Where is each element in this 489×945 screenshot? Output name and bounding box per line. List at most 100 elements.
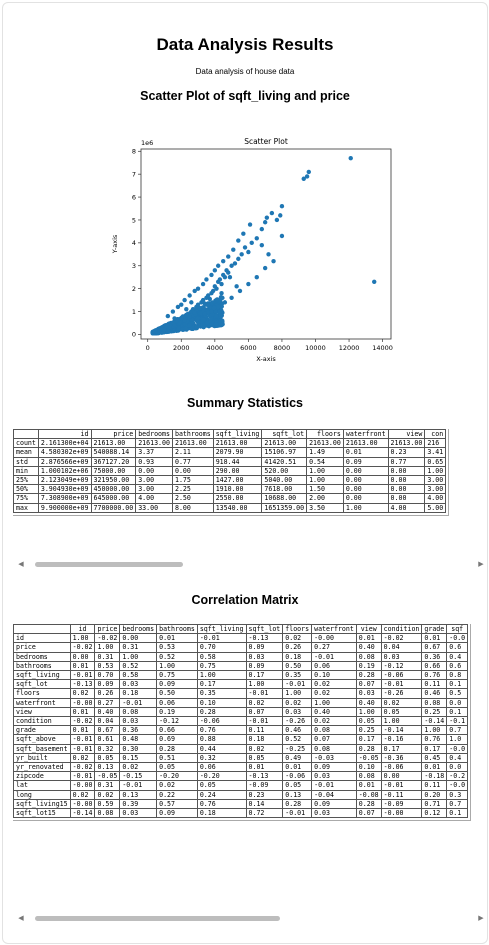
table-row: count 2.161300e+04 21613.00 21613.00 21613.0… [13, 438, 447, 449]
scatter-point [279, 233, 285, 239]
table-cell: 0.40 [94, 706, 121, 718]
table-row: yr_built 0.02 0.05 0.15 0.51 0.32 0.05 0.49 -0.0… [13, 752, 469, 764]
row-label: count [13, 438, 39, 449]
table-cell: 0.02 [245, 743, 284, 754]
table-cell: 0.18 [196, 808, 247, 819]
table-cell: 0.72 [245, 808, 284, 819]
scatter-point [254, 236, 259, 241]
table-cell: -0.12 [156, 716, 198, 727]
table-cell: 0.02 [119, 762, 158, 773]
table-cell: 0.02 [311, 679, 357, 690]
table-cell: 0.66 [421, 660, 448, 672]
table-cell: 0.76 [421, 670, 448, 681]
table-cell: -0.02 [69, 762, 96, 773]
table-cell: 0.17 [245, 670, 284, 681]
scatter-point [232, 261, 238, 266]
column-header: price [94, 624, 121, 635]
table-cell: -0.25 [282, 743, 313, 754]
table-cell: 0.03 [119, 808, 158, 819]
scroll-left-arrow-icon[interactable]: ◀ [18, 915, 24, 922]
scatter-point [215, 304, 221, 310]
scatter-point [204, 321, 210, 326]
stats-horizontal-scrollbar[interactable]: ◀ ▶ [17, 559, 485, 570]
table-cell: 3.00 [424, 484, 447, 495]
table-cell: 645000.00 [90, 493, 137, 504]
table-cell: 13540.00 [212, 502, 263, 513]
table-cell: -0.0 [446, 633, 469, 644]
table-cell: 0.00 [387, 484, 426, 495]
table-cell: 0.19 [156, 706, 198, 718]
scatter-point [189, 300, 194, 305]
scatter-point [262, 220, 268, 225]
table-cell: 0.02 [311, 716, 357, 727]
table-row: id 1.00 -0.02 0.00 0.01 -0.01 -0.13 0.02 -0.00 0.… [13, 633, 469, 644]
table-cell: 0.25 [421, 706, 448, 718]
scrollbar-thumb[interactable] [35, 916, 280, 921]
table-cell: 0.28 [355, 798, 382, 810]
table-cell: 0.32 [196, 752, 247, 764]
table-cell: -0.20 [196, 771, 247, 782]
table-cell: 0.1 [446, 808, 469, 819]
table-cell: 0.67 [94, 725, 121, 736]
table-cell: 0.02 [94, 789, 121, 800]
table-cell: 0.04 [94, 716, 121, 727]
scatter-point [212, 305, 217, 311]
table-row: view 0.01 0.40 0.08 0.19 0.28 0.07 0.03 0.40 1.00… [13, 706, 469, 718]
table-cell: 0.26 [94, 688, 121, 699]
scroll-left-arrow-icon[interactable]: ◀ [18, 561, 24, 568]
table-cell: 0.00 [69, 651, 96, 662]
table-cell: 0.61 [94, 734, 121, 745]
table-cell: 1.0 [446, 734, 469, 745]
scatter-point [202, 301, 207, 306]
table-cell: 0.70 [94, 670, 121, 681]
scatter-point [246, 281, 251, 287]
table-cell: -0.06 [282, 771, 313, 782]
table-cell: 0.48 [119, 734, 158, 745]
stats-table-container[interactable]: id price bedrooms bathrooms sqft_living sqft_… [13, 429, 487, 559]
table-cell: -0.09 [380, 798, 423, 810]
table-cell: -0.12 [380, 660, 423, 672]
scrollbar-thumb[interactable] [35, 562, 183, 567]
table-cell: 0.1 [446, 679, 469, 690]
table-cell: 0.39 [119, 798, 158, 810]
row-label: 75% [13, 493, 39, 504]
row-label: max [13, 502, 39, 513]
table-cell: 0.03 [311, 771, 357, 782]
scatter-point [187, 323, 193, 328]
column-header: waterfront [311, 624, 357, 635]
table-cell: 0.01 [355, 780, 382, 791]
table-row: 25% 2.123049e+09 321950.00 3.00 1.75 1427.00 5… [13, 475, 447, 486]
chart-title: Scatter Plot [244, 137, 288, 146]
corr-table-container[interactable]: id price bedrooms bathrooms sqft_living sqft_… [13, 624, 487, 915]
table-cell: 1.00 [311, 697, 357, 708]
table-cell: 0.04 [380, 642, 423, 653]
corr-horizontal-scrollbar[interactable]: ◀ ▶ [17, 913, 485, 924]
table-cell: 2.25 [171, 484, 214, 495]
table-cell: 0.28 [355, 670, 382, 681]
row-label: bathrooms [13, 660, 71, 672]
table-cell: 0.09 [311, 798, 357, 810]
table-cell: 0.58 [119, 670, 158, 681]
table-cell: 0.69 [156, 734, 198, 745]
scatter-point [279, 204, 285, 209]
table-cell: 0.53 [94, 660, 121, 672]
x-tick-label: 8000 [274, 344, 291, 352]
table-cell: 0.01 [245, 762, 284, 773]
table-cell: 1.00 [196, 670, 247, 681]
scroll-right-arrow-icon[interactable]: ▶ [478, 561, 484, 568]
scatter-point [187, 293, 192, 298]
column-header: sqft_lot [245, 624, 284, 635]
column-header: id [37, 429, 92, 440]
scatter-point [229, 263, 234, 268]
table-cell: 0.53 [156, 642, 198, 653]
table-cell: 0.00 [387, 465, 426, 477]
scatter-point [165, 313, 171, 319]
scatter-point [217, 309, 222, 314]
column-header: sqft_lot [261, 429, 308, 440]
scatter-point [179, 302, 184, 307]
table-header-row: id price bedrooms bathrooms sqft_living sqft_… [13, 624, 469, 635]
scatter-point [236, 256, 241, 262]
table-cell: 0.4 [446, 651, 469, 662]
scatter-point [209, 309, 214, 314]
scroll-right-arrow-icon[interactable]: ▶ [478, 915, 484, 922]
